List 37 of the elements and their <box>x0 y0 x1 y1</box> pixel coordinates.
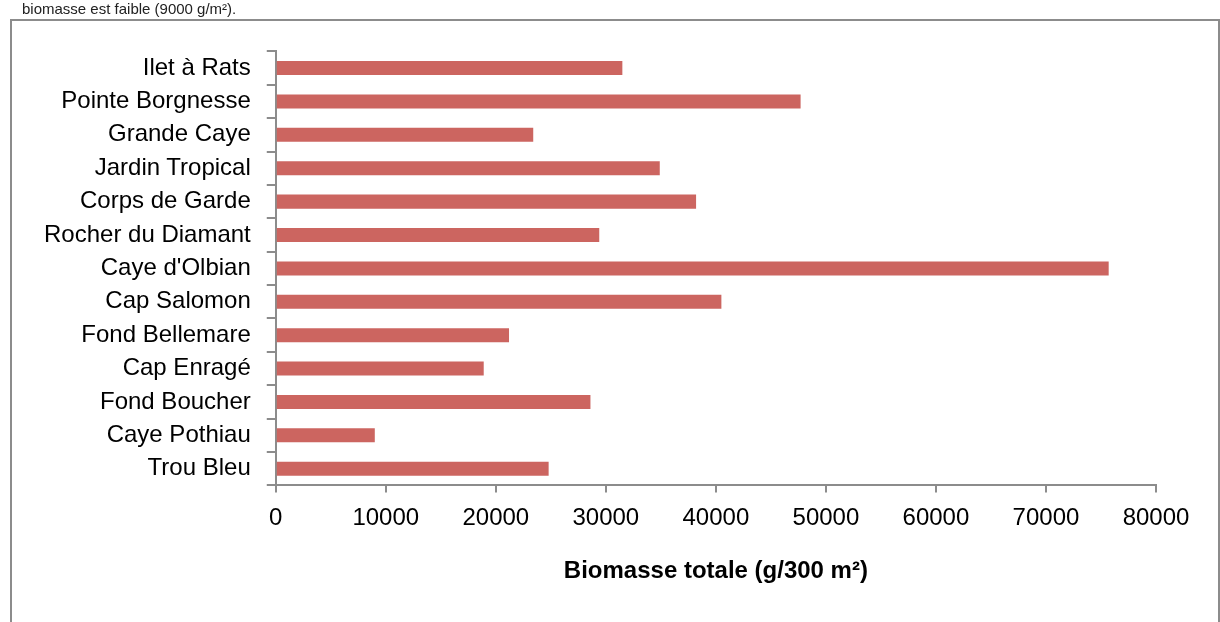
bar <box>276 294 722 309</box>
x-tick-label: 0 <box>269 503 283 531</box>
bar <box>276 361 484 376</box>
y-tick-label: Fond Boucher <box>100 386 251 414</box>
y-tick-label: Ilet à Rats <box>142 52 251 80</box>
x-tick-label: 10000 <box>352 503 420 531</box>
y-tick-label: Trou Bleu <box>147 453 251 481</box>
bar <box>276 261 1109 276</box>
y-tick-label: Jardin Tropical <box>94 152 251 180</box>
bar <box>276 127 534 142</box>
bar <box>276 61 623 76</box>
y-tick-label: Cap Salomon <box>105 286 251 314</box>
bar <box>276 228 600 243</box>
x-tick-label: 60000 <box>902 503 970 531</box>
x-tick-label: 70000 <box>1012 503 1080 531</box>
y-tick-label: Cap Enragé <box>122 353 251 381</box>
bar <box>276 328 510 343</box>
bar <box>276 94 801 109</box>
y-tick-label: Caye d'Olbian <box>100 253 251 281</box>
y-tick-label: Grande Caye <box>108 119 251 147</box>
x-tick-label: 50000 <box>792 503 860 531</box>
x-tick-label: 80000 <box>1122 503 1190 531</box>
bar <box>276 194 697 209</box>
y-tick-label: Fond Bellemare <box>81 319 251 347</box>
bar <box>276 161 660 176</box>
y-tick-label: Rocher du Diamant <box>44 219 252 247</box>
bar <box>276 428 375 443</box>
text: biomasse est faible (9000 g/m²). <box>22 0 237 17</box>
bar <box>276 461 549 476</box>
y-tick-label: Caye Pothiau <box>106 419 251 447</box>
x-tick-label: 30000 <box>572 503 640 531</box>
x-axis-title: Biomasse totale (g/300 m²) <box>563 556 868 584</box>
y-tick-label: Pointe Borgnesse <box>61 86 251 114</box>
x-tick-label: 40000 <box>682 503 750 531</box>
x-tick-label: 20000 <box>462 503 530 531</box>
y-tick-label: Corps de Garde <box>80 186 251 214</box>
bar <box>276 394 591 409</box>
